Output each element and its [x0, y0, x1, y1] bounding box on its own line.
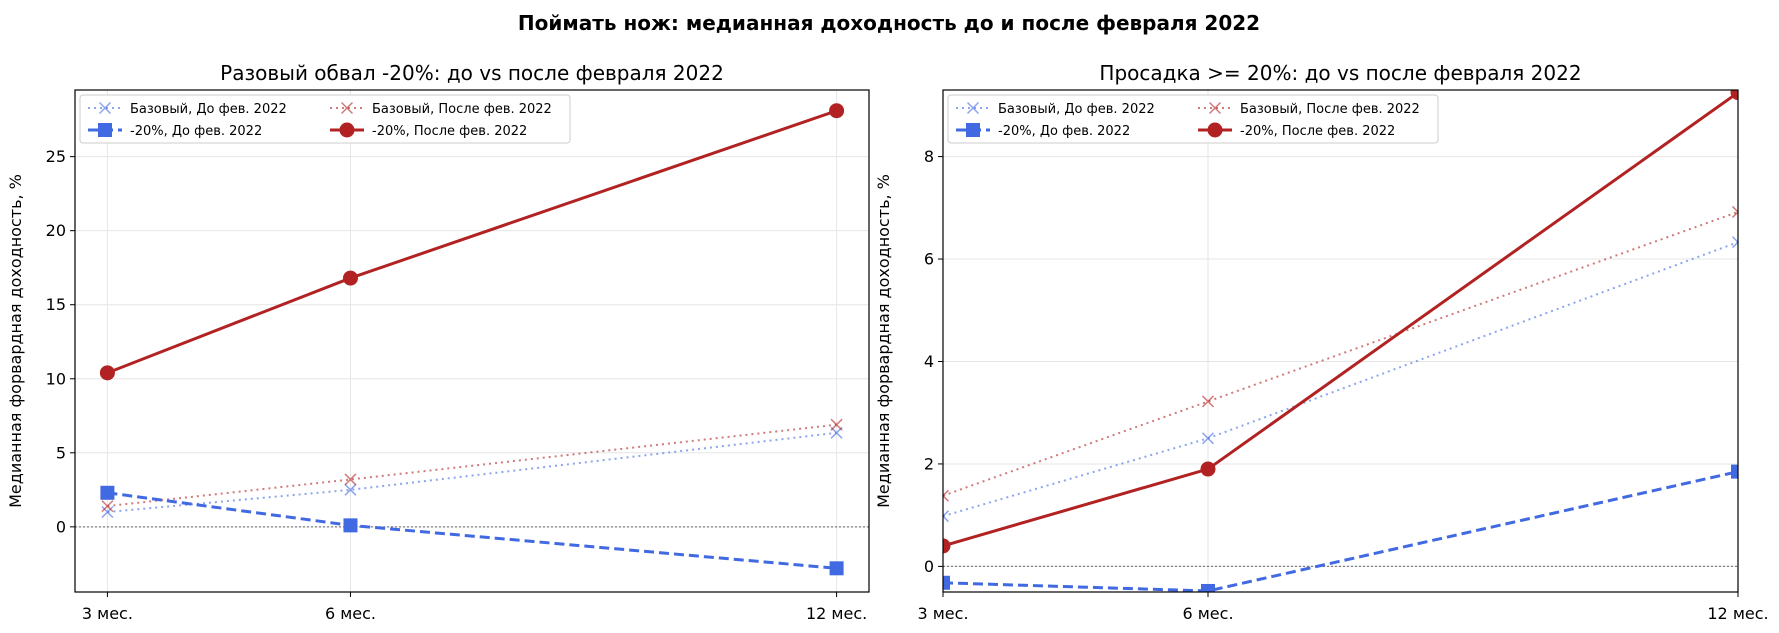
series-group [943, 90, 1738, 592]
series-line-3 [943, 91, 1738, 548]
series-line-0 [943, 241, 1738, 518]
legend-entry-label: Базовый, До фев. 2022 [998, 102, 1155, 117]
x-tick-label: 12 мес. [806, 604, 867, 623]
data-point-3-2 [1730, 90, 1738, 101]
series-line-1 [107, 423, 837, 508]
panel-one-time-drop: Разовый обвал -20%: до vs после февраля … [6, 61, 870, 623]
data-point-1-0 [943, 489, 950, 502]
legend-swatch-marker [340, 101, 354, 115]
x-tick-label: 12 мес. [1707, 604, 1768, 623]
panel-drawdown: Просадка >= 20%: до vs после февраля 202… [874, 61, 1769, 623]
legend-swatch-marker [966, 123, 980, 137]
data-point-0-1 [1201, 432, 1215, 445]
data-point-3-1 [1200, 461, 1216, 477]
data-point-0-0 [943, 510, 950, 523]
series-line-2 [943, 470, 1738, 592]
series-line-0 [107, 431, 837, 514]
panel-title: Просадка >= 20%: до vs после февраля 202… [1099, 61, 1581, 85]
data-point-3-0 [943, 538, 951, 554]
y-tick-label: 0 [924, 557, 934, 576]
data-point-3-2 [829, 103, 845, 119]
series-line-1 [943, 210, 1738, 497]
data-point-1-2 [1731, 205, 1738, 218]
y-tick-label: 15 [46, 295, 66, 314]
x-tick-label: 3 мес. [82, 604, 133, 623]
y-tick-label: 20 [46, 221, 66, 240]
data-point-1-2 [830, 418, 843, 431]
series-line-3 [106, 109, 838, 375]
data-point-2-1 [1201, 583, 1215, 592]
y-tick-label: 4 [924, 352, 934, 371]
legend-entry-label: Базовый, После фев. 2022 [372, 102, 552, 117]
data-point-2-0 [100, 485, 115, 500]
legend-swatch-marker [1207, 122, 1223, 138]
plot-frame [74, 89, 870, 593]
data-point-2-1 [343, 518, 358, 533]
legend-swatch-marker [966, 101, 980, 115]
legend: Базовый, До фев. 2022 -20%, До фев. 2022 Б… [79, 94, 571, 144]
data-point-2-2 [829, 561, 844, 576]
legend-swatch-marker [98, 123, 112, 137]
data-point-0-0 [101, 506, 114, 519]
plot-frame [942, 89, 1739, 593]
legend-box [79, 94, 571, 144]
data-point-0-1 [344, 483, 357, 496]
y-tick-label: 0 [56, 517, 66, 536]
panel-title: Разовый обвал -20%: до vs после февраля … [220, 61, 724, 85]
y-tick-label: 10 [46, 369, 66, 388]
legend-swatch-marker [339, 122, 355, 138]
series-line-2 [107, 491, 837, 570]
y-tick-label: 6 [924, 250, 934, 269]
data-point-1-1 [344, 473, 357, 486]
legend-swatch-marker [1208, 101, 1222, 115]
legend: Базовый, До фев. 2022 -20%, До фев. 2022 Б… [947, 94, 1439, 144]
legend-box [947, 94, 1439, 144]
y-tick-label: 25 [46, 147, 66, 166]
x-tick-label: 6 мес. [325, 604, 376, 623]
y-tick-label: 5 [56, 443, 66, 462]
y-tick-label: 8 [924, 147, 934, 166]
x-tick-label: 3 мес. [917, 604, 968, 623]
legend-entry-label: -20%, До фев. 2022 [130, 124, 262, 139]
data-point-2-2 [1731, 464, 1738, 479]
series-group [99, 103, 845, 576]
data-point-3-1 [342, 270, 358, 286]
figure-title: Поймать нож: медианная доходность до и п… [518, 11, 1260, 35]
data-point-1-0 [101, 500, 114, 513]
y-tick-label: 2 [924, 454, 934, 473]
legend-entry-label: -20%, После фев. 2022 [372, 124, 527, 139]
legend-entry-label: Базовый, После фев. 2022 [1240, 102, 1420, 117]
x-tick-label: 6 мес. [1182, 604, 1233, 623]
y-axis-label: Медианная форвардная доходность, % [874, 174, 893, 508]
legend-entry-label: -20%, После фев. 2022 [1240, 124, 1395, 139]
y-axis-label: Медианная форвардная доходность, % [6, 174, 25, 508]
legend-swatch-marker [98, 101, 112, 115]
legend-entry-label: Базовый, До фев. 2022 [130, 102, 287, 117]
data-point-0-2 [1731, 236, 1738, 249]
data-point-2-0 [943, 575, 950, 590]
data-point-1-1 [1201, 395, 1215, 408]
data-point-3-0 [99, 365, 115, 381]
legend-entry-label: -20%, До фев. 2022 [998, 124, 1130, 139]
